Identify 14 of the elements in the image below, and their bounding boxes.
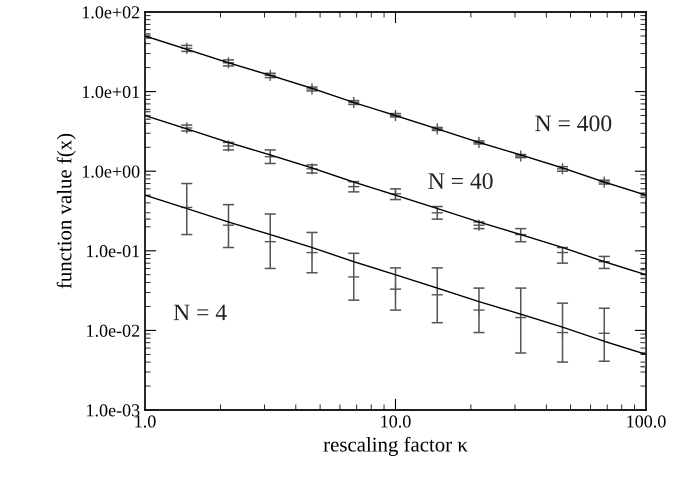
- annotation: N = 400: [535, 115, 612, 132]
- y-tick-label: 1.0e+01: [82, 86, 140, 98]
- x-tick-label: 10.0: [381, 415, 411, 428]
- annotation: N = 40: [428, 173, 493, 190]
- y-tick-label: 1.0e-01: [87, 245, 140, 258]
- x-tick-label: 100.0: [627, 415, 666, 428]
- y-tick-label: 1.0e+02: [82, 6, 140, 19]
- y-tick-label: 1.0e+00: [82, 165, 140, 178]
- x-tick-label: 1.0: [135, 415, 156, 428]
- y-tick-label: 1.0e-02: [87, 324, 140, 337]
- x-axis-title: rescaling factor κ: [324, 436, 468, 456]
- y-axis-title: function value f(x): [56, 134, 76, 288]
- y-tick-label: 1.0e-03: [87, 404, 140, 417]
- annotation: N = 4: [174, 304, 227, 320]
